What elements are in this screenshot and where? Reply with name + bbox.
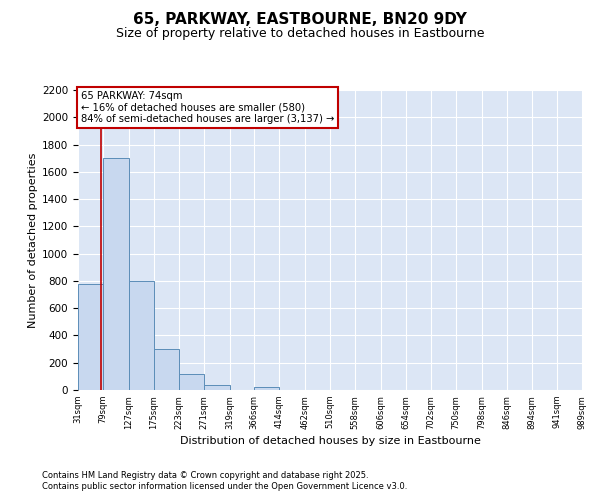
Bar xyxy=(179,374,204,390)
Bar xyxy=(128,281,154,390)
Text: 65 PARKWAY: 74sqm
← 16% of detached houses are smaller (580)
84% of semi-detache: 65 PARKWAY: 74sqm ← 16% of detached hous… xyxy=(80,90,334,124)
Text: Contains HM Land Registry data © Crown copyright and database right 2025.: Contains HM Land Registry data © Crown c… xyxy=(42,471,368,480)
Text: 65, PARKWAY, EASTBOURNE, BN20 9DY: 65, PARKWAY, EASTBOURNE, BN20 9DY xyxy=(133,12,467,28)
Bar xyxy=(254,386,280,390)
Text: Contains public sector information licensed under the Open Government Licence v3: Contains public sector information licen… xyxy=(42,482,407,491)
Bar xyxy=(78,284,103,390)
Bar xyxy=(103,158,128,390)
Bar xyxy=(204,385,230,390)
Y-axis label: Number of detached properties: Number of detached properties xyxy=(28,152,38,328)
X-axis label: Distribution of detached houses by size in Eastbourne: Distribution of detached houses by size … xyxy=(179,436,481,446)
Bar xyxy=(154,349,179,390)
Text: Size of property relative to detached houses in Eastbourne: Size of property relative to detached ho… xyxy=(116,28,484,40)
